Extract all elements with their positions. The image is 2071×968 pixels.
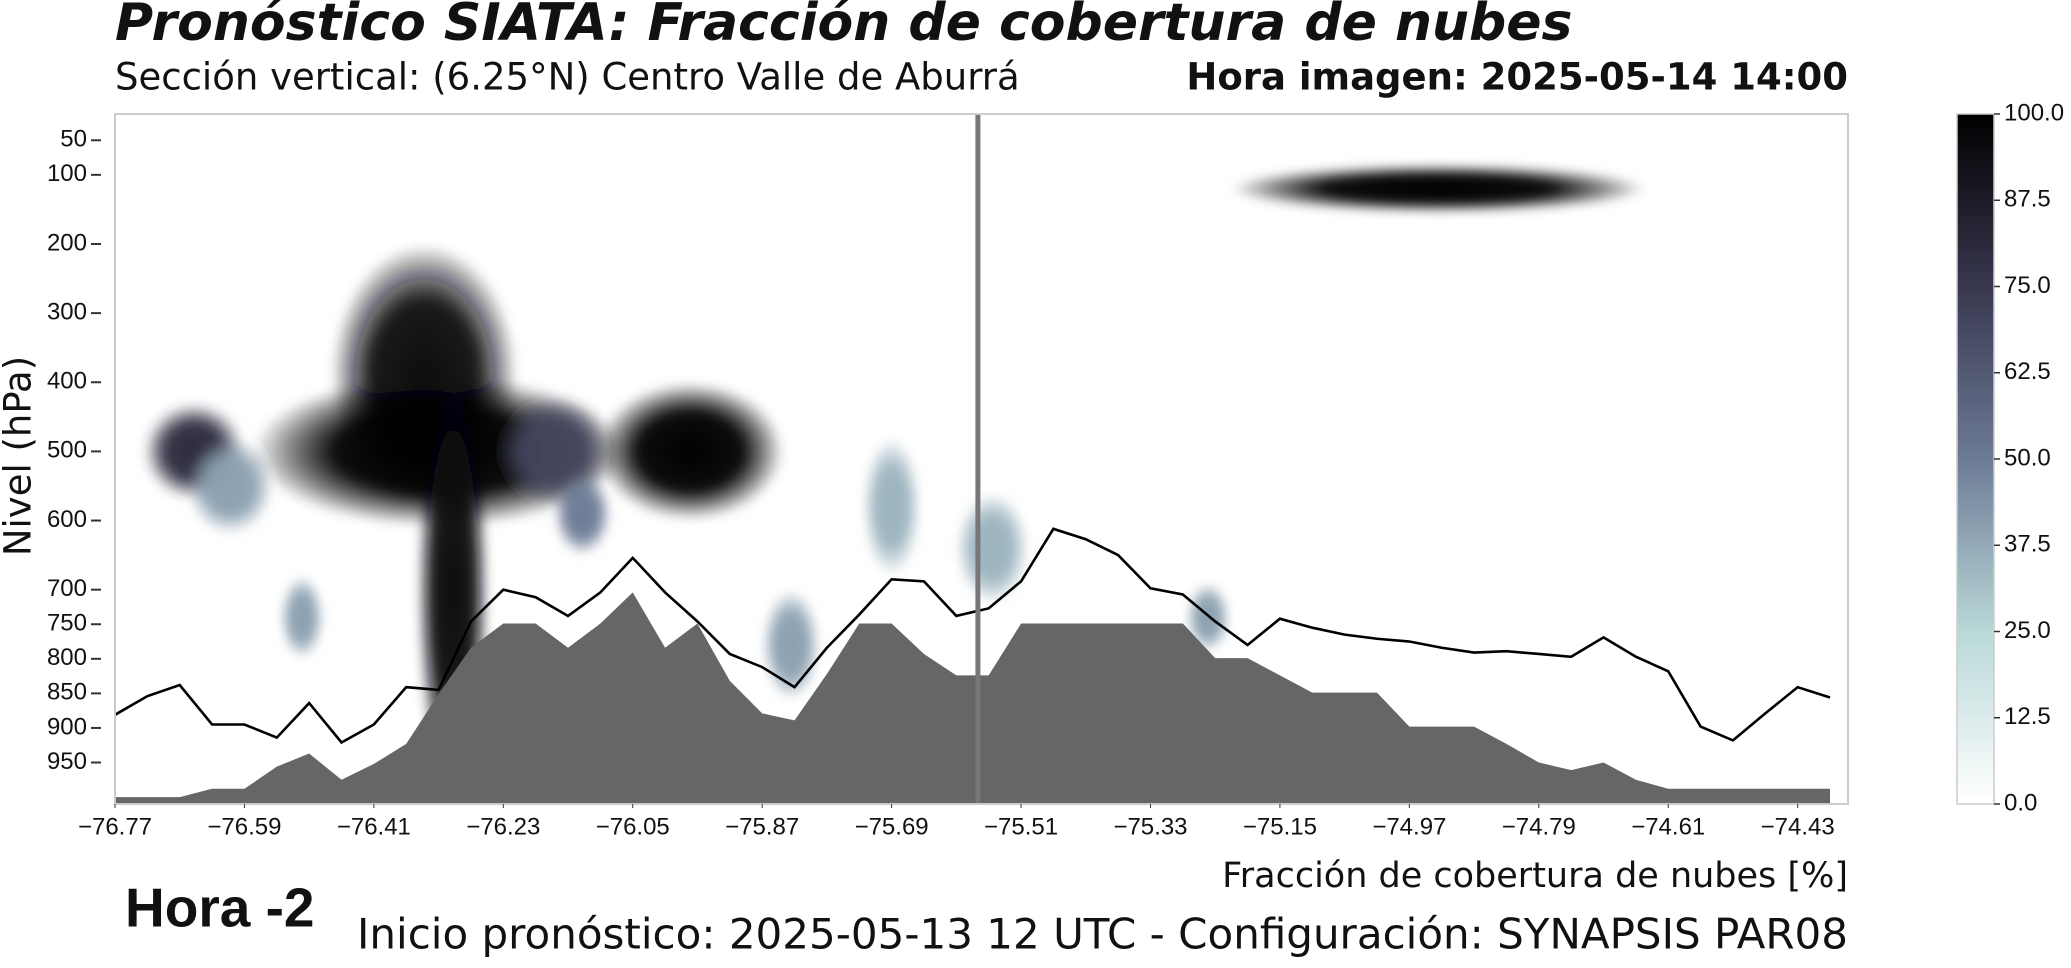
x-tick-label: −74.43 (1761, 813, 1835, 840)
panel-label: Hora -2 (125, 877, 315, 939)
y-tick-label: 100 (47, 160, 87, 187)
y-tick-label: 750 (47, 610, 87, 637)
time-label: Hora imagen: 2025-05-14 14:00 (1186, 56, 1848, 99)
x-tick-label: −74.61 (1631, 813, 1705, 840)
y-tick-label: 700 (47, 575, 87, 602)
colorbar-tick-label: 87.5 (2004, 186, 2051, 213)
x-tick-label: −74.79 (1502, 813, 1576, 840)
x-tick-label: −76.23 (466, 813, 540, 840)
cloud (280, 575, 324, 659)
cloud (1229, 164, 1647, 213)
y-tick-label: 800 (47, 644, 87, 671)
chart-title: Pronóstico SIATA: Fracción de cobertura … (115, 0, 1572, 53)
x-tick-label: −75.33 (1113, 813, 1187, 840)
y-tick-label: 50 (60, 126, 87, 153)
colorbar-tick-label: 0.0 (2004, 789, 2037, 816)
colorbar-tick-label: 50.0 (2004, 444, 2051, 471)
y-tick-label: 500 (47, 437, 87, 464)
cloud (553, 472, 612, 556)
x-tick-label: −75.69 (855, 813, 929, 840)
y-tick-label: 400 (47, 368, 87, 395)
x-tick-label: −75.87 (725, 813, 799, 840)
colorbar (1956, 113, 1995, 805)
colorbar-tick-label: 37.5 (2004, 531, 2051, 558)
y-tick-label: 850 (47, 679, 87, 706)
colorbar-tick-label: 12.5 (2004, 703, 2051, 730)
y-axis-label: Nivel (hPa) (0, 356, 40, 556)
x-tick-label: −76.59 (207, 813, 281, 840)
x-axis-label: Fracción de cobertura de nubes [%] (1222, 856, 1848, 896)
plot-frame (114, 113, 1849, 805)
profile-line (115, 527, 1831, 745)
y-tick-label: 200 (47, 229, 87, 256)
colorbar-tick-label: 75.0 (2004, 272, 2051, 299)
colorbar-tick-label: 25.0 (2004, 617, 2051, 644)
cloud (186, 437, 274, 535)
x-tick-label: −76.41 (337, 813, 411, 840)
x-tick-label: −76.77 (78, 813, 152, 840)
cloud (596, 382, 784, 521)
terrain-area (115, 592, 1831, 804)
x-tick-label: −76.05 (596, 813, 670, 840)
subtitle: Sección vertical: (6.25°N) Centro Valle … (115, 56, 1020, 99)
footer: Inicio pronóstico: 2025-05-13 12 UTC - C… (357, 910, 1848, 959)
y-tick-label: 600 (47, 506, 87, 533)
colorbar-tick-label: 62.5 (2004, 358, 2051, 385)
colorbar-tick-label: 100.0 (2004, 99, 2064, 126)
y-tick-label: 900 (47, 713, 87, 740)
cloud (956, 492, 1029, 604)
cloud (1186, 582, 1230, 652)
cloud-layer (143, 164, 1647, 804)
y-tick-label: 300 (47, 298, 87, 325)
y-tick-label: 950 (47, 748, 87, 775)
x-tick-label: −74.97 (1372, 813, 1446, 840)
cloud (862, 437, 921, 576)
x-tick-label: −75.51 (984, 813, 1058, 840)
x-tick-label: −75.15 (1243, 813, 1317, 840)
